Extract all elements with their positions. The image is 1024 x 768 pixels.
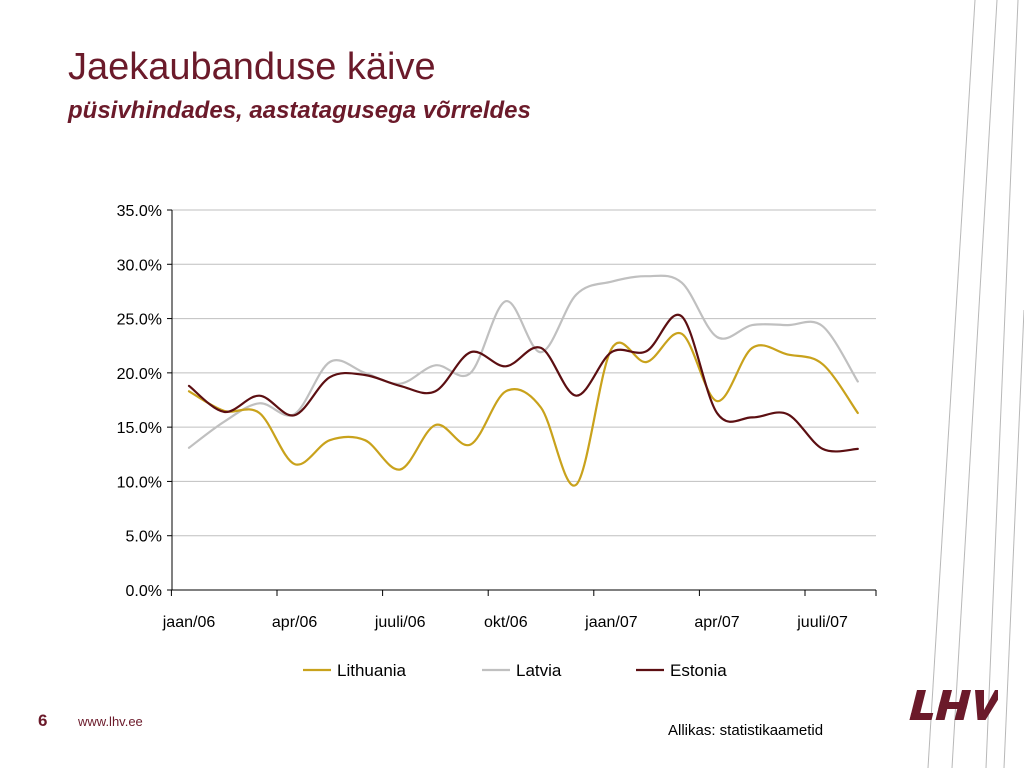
y-tick-label: 25.0% <box>117 312 162 329</box>
x-tick-label: jaan/06 <box>162 614 216 631</box>
x-tick-label: juuli/06 <box>374 614 426 631</box>
chart-gridlines <box>172 209 876 537</box>
x-tick-label: okt/06 <box>484 614 528 631</box>
x-tick-label: apr/06 <box>272 614 317 631</box>
series-line-latvia <box>187 274 859 449</box>
page-subtitle: püsivhindades, aastatagusega võrreldes <box>68 97 531 124</box>
y-tick-label: 30.0% <box>117 257 162 274</box>
site-url-link[interactable]: www.lhv.ee <box>78 714 143 729</box>
page-title: Jaekaubanduse käive <box>68 46 436 88</box>
y-tick-label: 20.0% <box>117 366 162 383</box>
y-tick-label: 10.0% <box>117 474 162 491</box>
source-note: Allikas: statistikaametid <box>668 722 824 739</box>
chart-axes: 0.0% 5.0% 10.0% 15.0% 20.0% 25.0% 30.0% 35.0% ja… <box>117 203 877 631</box>
x-tick-label: jaan/07 <box>584 614 638 631</box>
series-line-estonia <box>187 313 859 453</box>
y-tick-label: 15.0% <box>117 420 162 437</box>
page-number: 6 <box>38 711 48 730</box>
y-tick-label: 0.0% <box>126 583 162 600</box>
legend-label-latvia: Latvia <box>516 661 562 680</box>
series-line-lithuania <box>187 331 859 487</box>
lhv-logo <box>909 690 998 720</box>
legend-label-lithuania: Lithuania <box>337 661 407 680</box>
x-tick-label: juuli/07 <box>796 614 848 631</box>
y-tick-label: 5.0% <box>126 529 162 546</box>
y-tick-label: 35.0% <box>117 203 162 220</box>
chart-series <box>187 274 859 487</box>
retail-turnover-chart: 0.0% 5.0% 10.0% 15.0% 20.0% 25.0% 30.0% 35.0% ja… <box>117 203 877 680</box>
chart-legend: Lithuania Latvia Estonia <box>303 661 727 680</box>
legend-label-estonia: Estonia <box>670 661 727 680</box>
x-tick-label: apr/07 <box>694 614 739 631</box>
